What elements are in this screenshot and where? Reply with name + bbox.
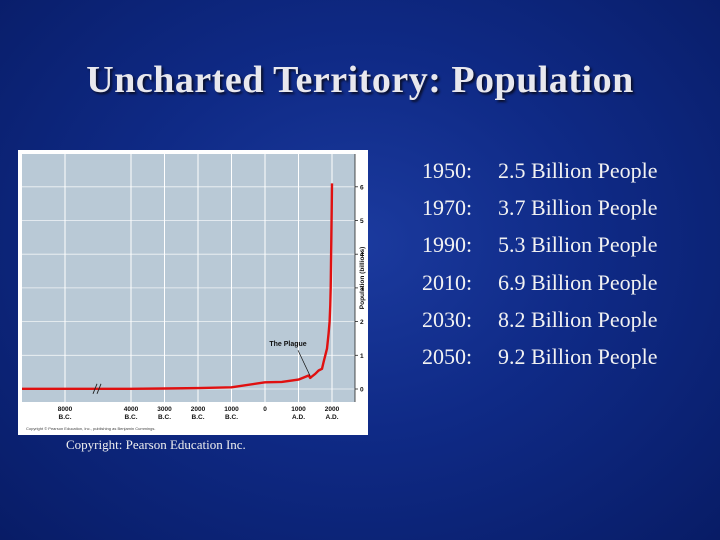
y-tick-label: 4 bbox=[360, 252, 364, 259]
population-year: 1950: bbox=[422, 158, 473, 183]
x-tick-label-era: B.C. bbox=[125, 414, 138, 421]
x-tick-label-era: B.C. bbox=[192, 414, 205, 421]
y-tick-label: 0 bbox=[360, 387, 364, 394]
population-chart: 0 1 2 3 4 5 6 Population (billions) 8000 B.C. 4000… bbox=[18, 150, 368, 435]
axis-break-mark bbox=[96, 383, 102, 394]
population-row: 2030: 8.2 Billion People bbox=[422, 301, 712, 338]
population-value: 3.7 Billion People bbox=[498, 195, 658, 221]
x-tick-label: 2000 bbox=[325, 406, 340, 413]
y-tick-label: 2 bbox=[360, 319, 364, 326]
population-value: 8.2 Billion People bbox=[498, 306, 658, 332]
population-value: 6.9 Billion People bbox=[498, 269, 658, 295]
y-tick-label: 5 bbox=[360, 218, 364, 225]
y-axis-label: Population (billions) bbox=[359, 247, 366, 309]
slide-title: Uncharted Territory: Population bbox=[86, 59, 634, 101]
x-tick-label-era: B.C. bbox=[225, 414, 238, 421]
x-tick-label-era: B.C. bbox=[59, 414, 72, 421]
population-series-line bbox=[22, 183, 334, 391]
population-list: 1950: 2.5 Billion People 1970: 3.7 Billion … bbox=[422, 152, 712, 375]
x-tick-label: 1000 bbox=[291, 406, 306, 413]
plague-annotation-leader bbox=[297, 350, 311, 377]
population-row: 1950: 2.5 Billion People bbox=[422, 152, 712, 189]
axis-break-mark bbox=[92, 383, 98, 394]
x-tick-label: 3000 bbox=[157, 406, 172, 413]
population-year: 2050: bbox=[422, 343, 473, 369]
population-year: 1990: bbox=[422, 232, 473, 258]
population-year: 1970: bbox=[422, 195, 473, 221]
y-tick-label: 1 bbox=[360, 353, 364, 360]
y-tick-label: 3 bbox=[360, 285, 364, 292]
population-year: 2010: bbox=[422, 269, 473, 295]
copyright-caption: Copyright: Pearson Education Inc. bbox=[66, 437, 246, 452]
plot-area bbox=[22, 154, 355, 402]
population-value: 5.3 Billion People bbox=[498, 232, 658, 258]
population-row: 1990: 5.3 Billion People bbox=[422, 226, 712, 263]
population-value: 2.5 Billion People bbox=[498, 158, 658, 183]
population-row: 2010: 6.9 Billion People bbox=[422, 264, 712, 301]
plague-annotation: The Plague bbox=[269, 341, 306, 348]
population-year: 2030: bbox=[422, 306, 473, 332]
x-tick-label-era: A.D. bbox=[292, 414, 305, 421]
x-tick-label: 4000 bbox=[124, 406, 139, 413]
y-tick-label: 6 bbox=[360, 184, 364, 191]
x-tick-label-era: B.C. bbox=[158, 414, 171, 421]
population-row: 2050: 9.2 Billion People bbox=[422, 338, 712, 375]
x-tick-label: 0 bbox=[263, 406, 267, 413]
x-tick-label: 1000 bbox=[224, 406, 239, 413]
population-row: 1970: 3.7 Billion People bbox=[422, 189, 712, 226]
x-tick-label: 2000 bbox=[191, 406, 206, 413]
x-tick-label: 8000 bbox=[58, 406, 73, 413]
population-value: 9.2 Billion People bbox=[498, 343, 658, 369]
x-tick-label-era: A.D. bbox=[326, 414, 339, 421]
chart-credit: Copyright © Pearson Education, Inc., pub… bbox=[26, 426, 155, 431]
